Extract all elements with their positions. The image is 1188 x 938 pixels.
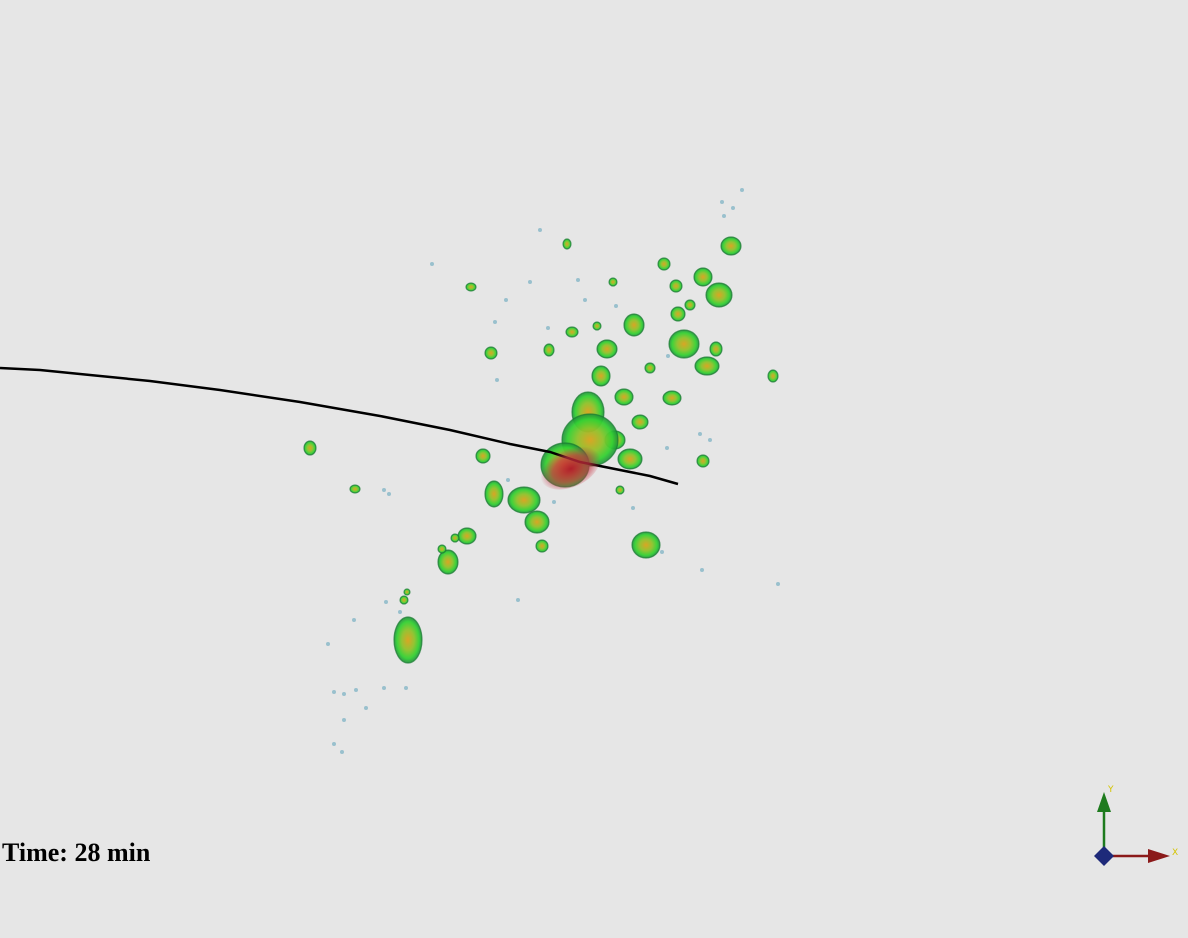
particle-speck: [631, 506, 635, 510]
particle-speck: [493, 320, 497, 324]
particle-speck: [740, 188, 744, 192]
particle-speck: [708, 438, 712, 442]
cell-blob: [475, 448, 491, 464]
cell-blob: [543, 343, 555, 357]
cell-blob: [450, 533, 460, 543]
particle-speck: [665, 446, 669, 450]
cell-blob: [705, 282, 733, 308]
cell-blob: [623, 313, 645, 337]
particle-speck: [576, 278, 580, 282]
cell-blob: [349, 484, 361, 494]
cell-blob: [668, 329, 700, 359]
cell-blob: [631, 414, 649, 430]
particle-speck: [528, 280, 532, 284]
y-axis-arrowhead: [1097, 792, 1111, 812]
particle-speck: [720, 200, 724, 204]
cell-blob: [437, 549, 459, 575]
particle-speck: [776, 582, 780, 586]
cell-blob: [403, 588, 411, 596]
particle-speck: [384, 600, 388, 604]
particle-speck: [332, 742, 336, 746]
cell-blob: [484, 480, 504, 508]
particle-speck: [430, 262, 434, 266]
cell-blob: [670, 306, 686, 322]
trajectory-line: [0, 366, 679, 486]
particle-speck: [666, 354, 670, 358]
particle-speck: [660, 550, 664, 554]
particle-speck: [398, 610, 402, 614]
cell-blob: [720, 236, 742, 256]
cell-blob: [693, 267, 713, 287]
cell-blob: [565, 326, 579, 338]
faint-particles: [326, 188, 780, 754]
z-axis-marker: [1094, 846, 1114, 866]
cell-blob: [669, 279, 683, 293]
particle-speck: [722, 214, 726, 218]
cell-blob: [615, 485, 625, 495]
cell-blob: [457, 527, 477, 545]
particle-speck: [326, 642, 330, 646]
cell-blob: [767, 369, 779, 383]
time-overlay: Time: 28 min: [2, 838, 151, 867]
cell-blob: [437, 544, 447, 554]
orientation-axes-widget: Y X: [1094, 785, 1178, 866]
cell-blob: [399, 595, 409, 605]
cell-blob: [484, 346, 498, 360]
cell-blob: [591, 365, 611, 387]
cell-blob: [596, 339, 618, 359]
particle-speck: [342, 692, 346, 696]
cell-blob: [709, 341, 723, 357]
x-axis-arrowhead: [1148, 849, 1170, 863]
particle-speck: [552, 500, 556, 504]
particle-speck: [382, 488, 386, 492]
cell-blob: [617, 448, 643, 470]
particle-speck: [698, 432, 702, 436]
particle-speck: [583, 298, 587, 302]
cell-blob: [694, 356, 720, 376]
particle-speck: [364, 706, 368, 710]
cell-blob: [662, 390, 682, 406]
cell-blob: [684, 299, 696, 311]
cell-blob: [631, 531, 661, 559]
particle-speck: [352, 618, 356, 622]
cell-blob: [524, 510, 550, 534]
particle-speck: [387, 492, 391, 496]
particle-speck: [731, 206, 735, 210]
red-core-region: [539, 444, 601, 490]
cell-blob: [608, 277, 618, 287]
particle-speck: [506, 478, 510, 482]
particle-speck: [546, 326, 550, 330]
particle-speck: [340, 750, 344, 754]
particle-speck: [700, 568, 704, 572]
cell-blob: [303, 440, 317, 456]
y-axis-label: Y: [1107, 785, 1114, 795]
cell-blob: [592, 321, 602, 331]
particle-speck: [404, 686, 408, 690]
cell-blob: [696, 454, 710, 468]
particle-speck: [332, 690, 336, 694]
cell-blob: [562, 238, 572, 250]
cell-blob: [465, 282, 477, 292]
cell-blob: [614, 388, 634, 406]
particle-speck: [538, 228, 542, 232]
cell-blob: [393, 616, 423, 664]
particle-speck: [342, 718, 346, 722]
particle-speck: [504, 298, 508, 302]
cell-blob: [507, 486, 541, 514]
particle-speck: [382, 686, 386, 690]
particle-speck: [614, 304, 618, 308]
cell-blob: [535, 539, 549, 553]
cell-blob: [644, 362, 656, 374]
x-axis-label: X: [1172, 848, 1178, 858]
particle-speck: [354, 688, 358, 692]
particle-speck: [516, 598, 520, 602]
particle-speck: [495, 378, 499, 382]
cell-blob: [657, 257, 671, 271]
